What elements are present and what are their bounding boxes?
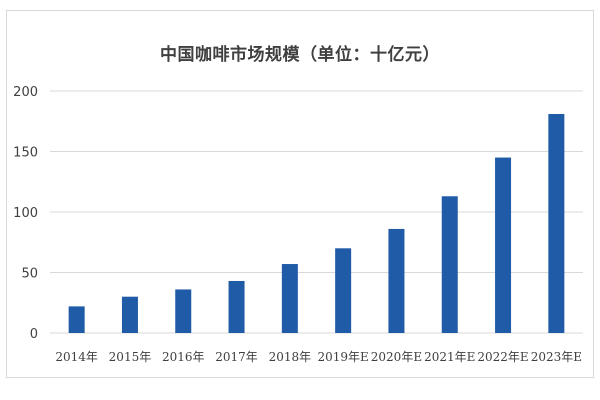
x-tick-label: 2018年 [269, 350, 312, 364]
chart-title: 中国咖啡市场规模（单位：十亿元） [160, 45, 440, 65]
bar [441, 196, 458, 333]
y-tick-label: 50 [21, 267, 38, 282]
bar [175, 289, 192, 333]
y-tick-label: 100 [13, 206, 38, 221]
bar [68, 306, 85, 333]
y-tick-label: 0 [30, 327, 38, 342]
bar [335, 248, 352, 333]
x-tick-label: 2022年E [477, 350, 528, 364]
bar [228, 280, 245, 333]
x-tick-label: 2015年 [109, 350, 152, 364]
bar [388, 228, 405, 333]
bar [121, 296, 138, 333]
x-tick-label: 2021年E [424, 350, 475, 364]
bar [495, 157, 512, 333]
x-tick-label: 2014年 [55, 350, 98, 364]
bar [281, 264, 298, 333]
x-tick-label: 2023年E [531, 350, 582, 364]
bar [548, 113, 565, 334]
x-tick-label: 2017年 [215, 350, 258, 364]
x-tick-label: 2019年E [317, 350, 368, 364]
y-tick-label: 200 [13, 85, 38, 100]
y-tick-label: 150 [13, 146, 38, 161]
x-tick-label: 2016年 [162, 350, 205, 364]
x-tick-label: 2020年E [371, 350, 422, 364]
